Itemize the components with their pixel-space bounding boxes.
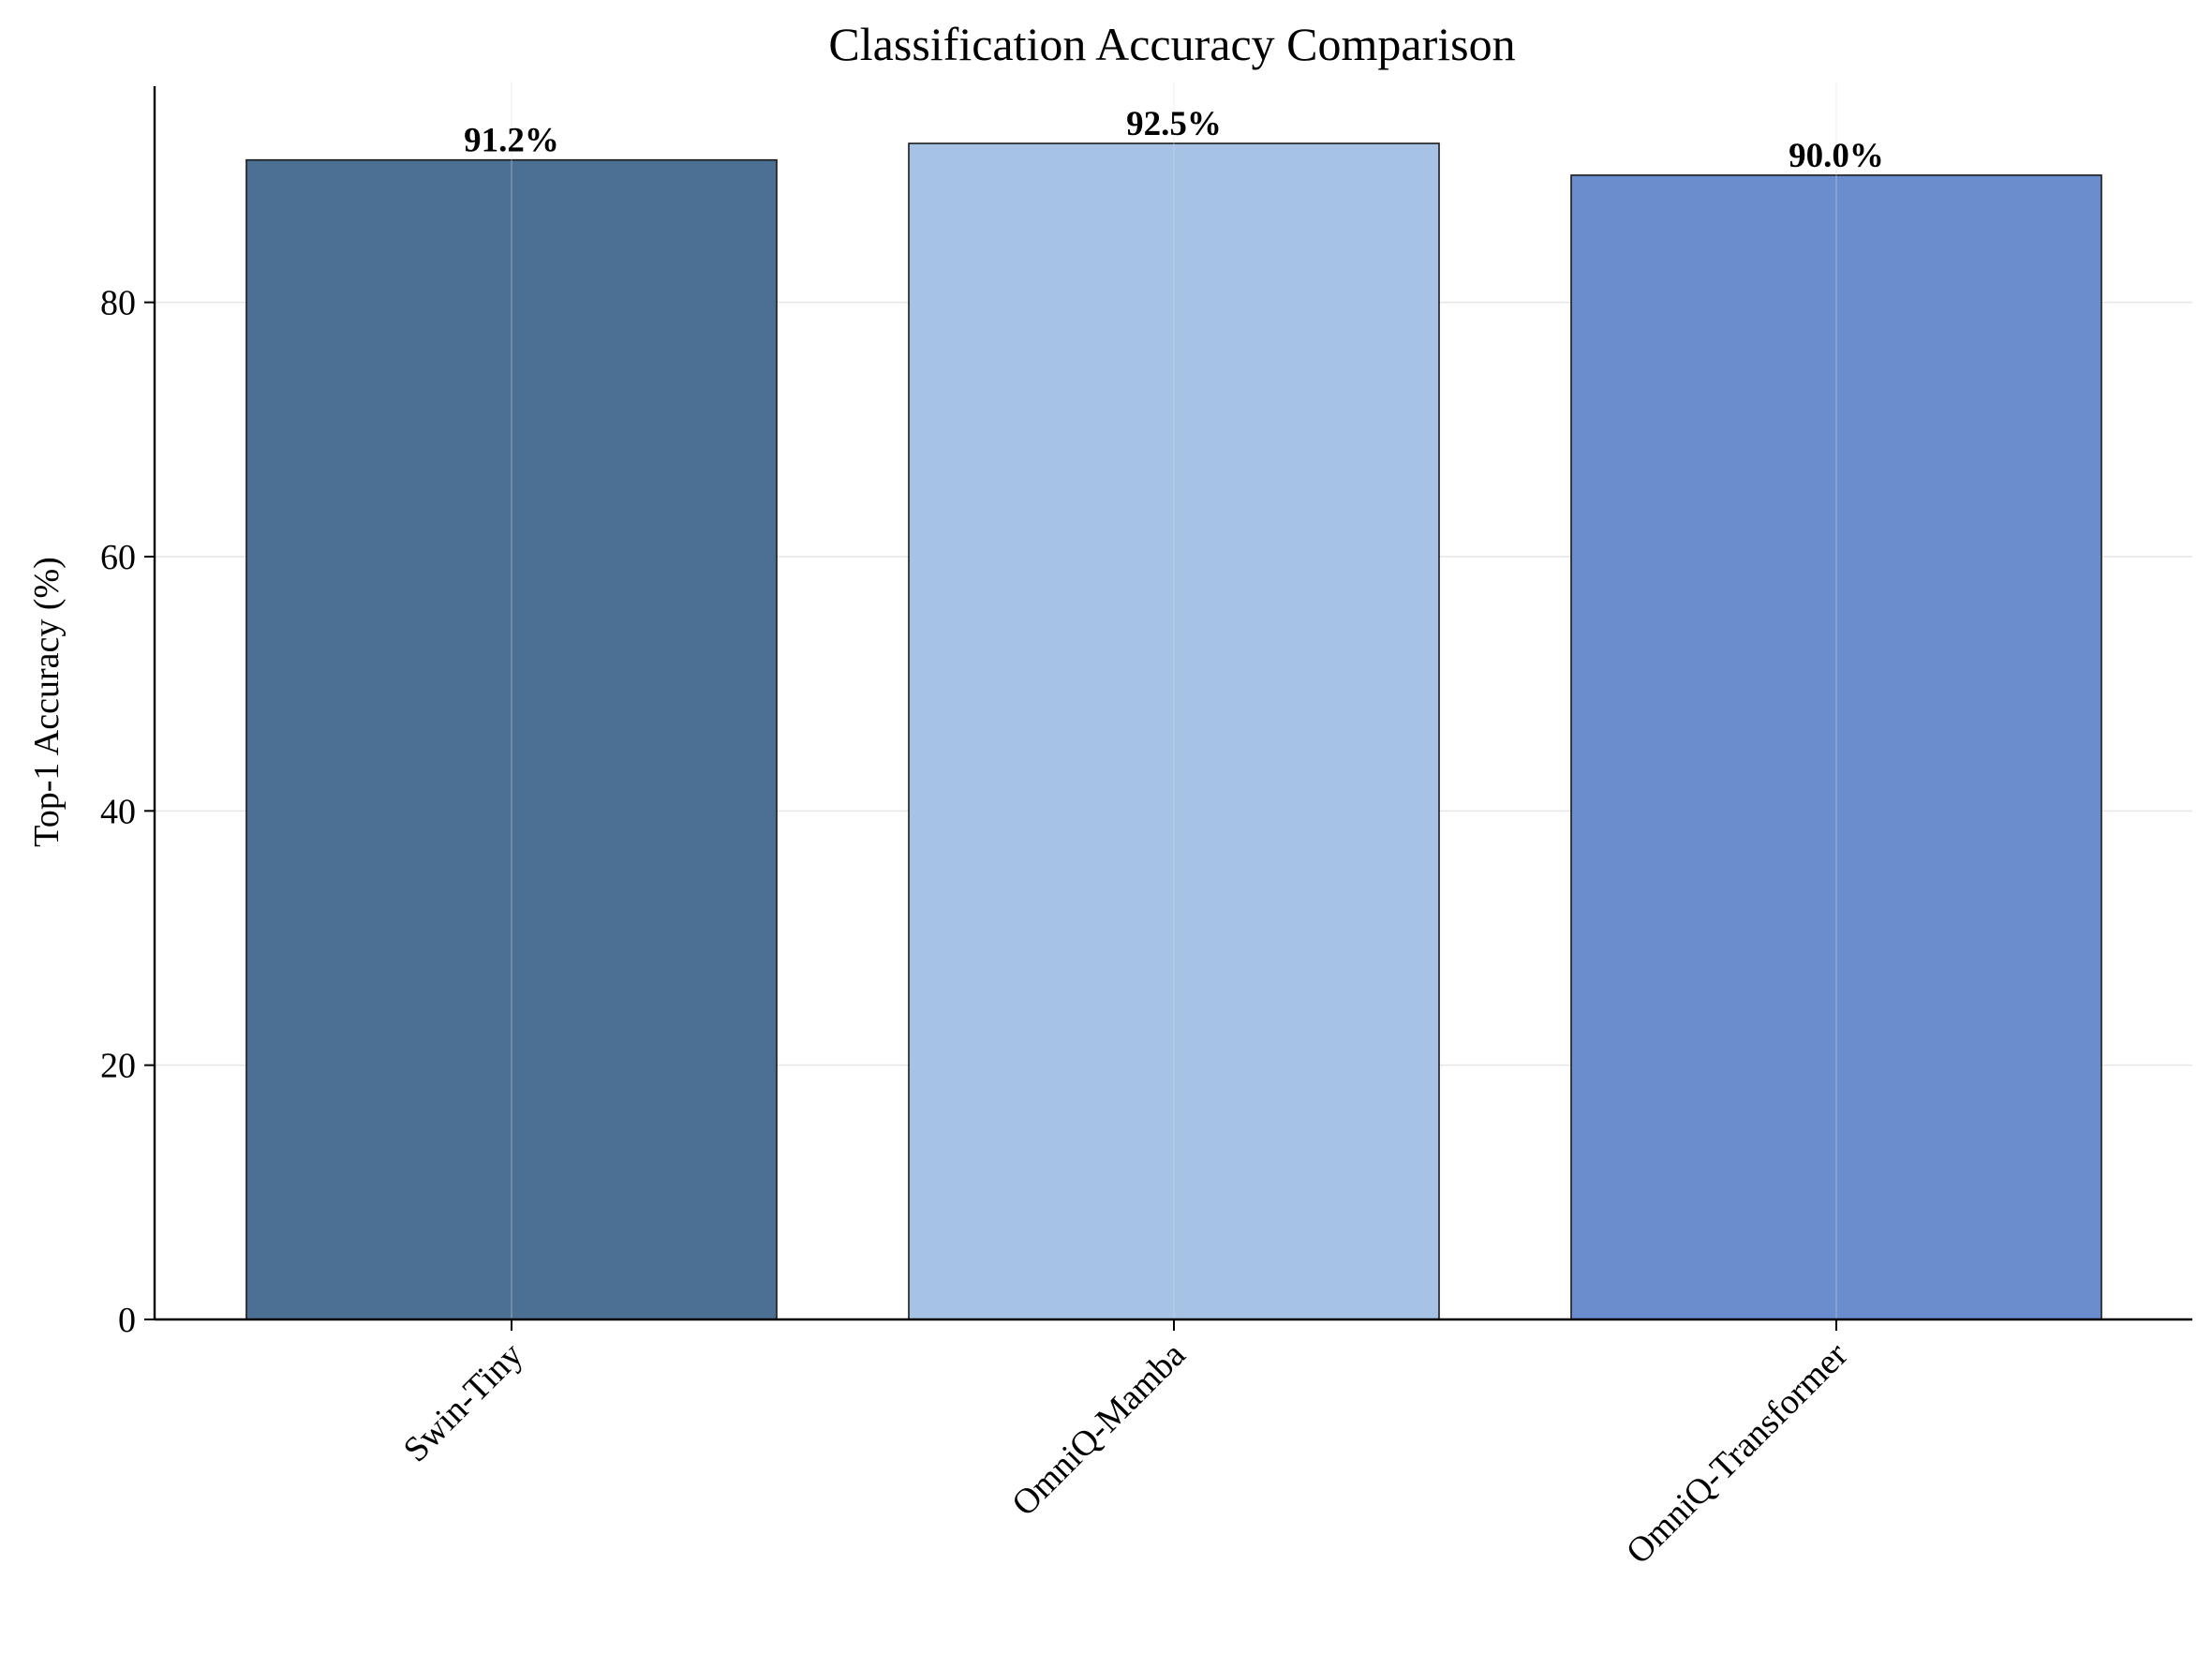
data-label-1: 92.5%	[1126, 105, 1222, 143]
y-tick-label-4: 80	[100, 284, 136, 323]
bar-0	[245, 158, 778, 1320]
y-axis-label: Top-1 Accuracy (%)	[27, 557, 67, 847]
y-tick-label-2: 40	[100, 792, 136, 831]
x-ticks: Swin-Tiny OmniQ-Mamba OmniQ-Transformer	[396, 1319, 1856, 1572]
bar-2	[1570, 174, 2102, 1320]
chart-title: Classification Accuracy Comparison	[828, 18, 1515, 70]
y-tick-label-0: 0	[118, 1301, 136, 1340]
x-tick-label-2: OmniQ-Transformer	[1619, 1334, 1856, 1572]
y-tick-label-3: 60	[100, 538, 136, 577]
y-ticks: 0 20 40 60 80	[100, 284, 155, 1340]
x-tick-label-0: Swin-Tiny	[396, 1335, 531, 1470]
data-label-2: 90.0%	[1789, 137, 1884, 175]
bars	[245, 142, 2102, 1320]
vertical-gridlines	[511, 82, 1837, 1319]
y-tick-label-1: 20	[100, 1047, 136, 1086]
data-label-0: 91.2%	[464, 122, 559, 160]
x-tick-label-1: OmniQ-Mamba	[1004, 1335, 1193, 1524]
data-labels: 91.2% 92.5% 90.0%	[464, 105, 1884, 175]
